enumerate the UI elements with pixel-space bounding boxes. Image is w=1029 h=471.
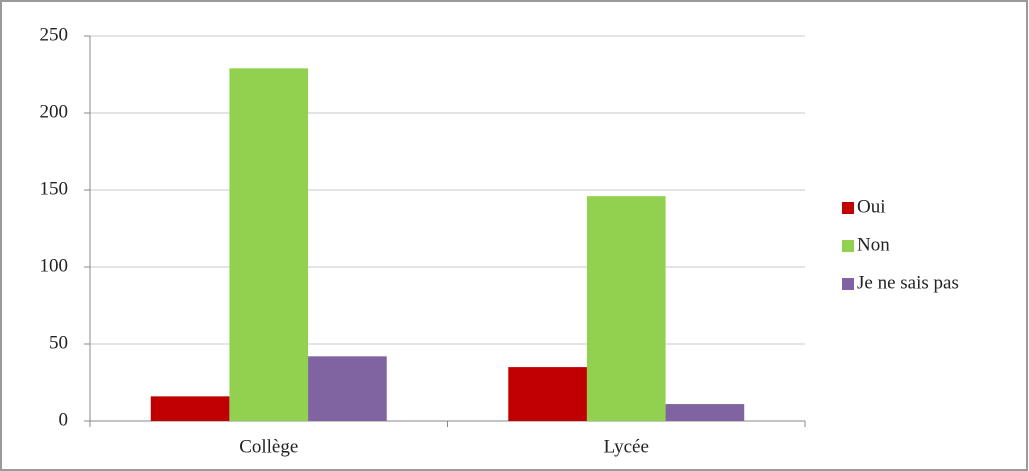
y-tick-label: 150	[40, 178, 69, 199]
legend-label: Oui	[857, 196, 886, 217]
bar	[586, 196, 666, 421]
bar	[150, 396, 230, 421]
bar	[229, 68, 309, 421]
y-tick-label: 250	[40, 24, 69, 45]
bar	[308, 356, 387, 421]
bar	[665, 404, 745, 421]
legend-swatch	[842, 278, 854, 290]
legend-swatch	[842, 240, 854, 252]
legend-label: Je ne sais pas	[857, 272, 959, 293]
legend-swatch	[842, 202, 854, 214]
y-tick-label: 0	[59, 409, 69, 430]
bar	[508, 367, 587, 421]
x-tick-label: Lycée	[604, 436, 649, 457]
legend-label: Non	[857, 234, 890, 255]
y-tick-label: 200	[40, 101, 69, 122]
x-tick-label: Collège	[239, 436, 298, 457]
y-tick-label: 50	[49, 332, 68, 353]
y-tick-label: 100	[40, 255, 69, 276]
